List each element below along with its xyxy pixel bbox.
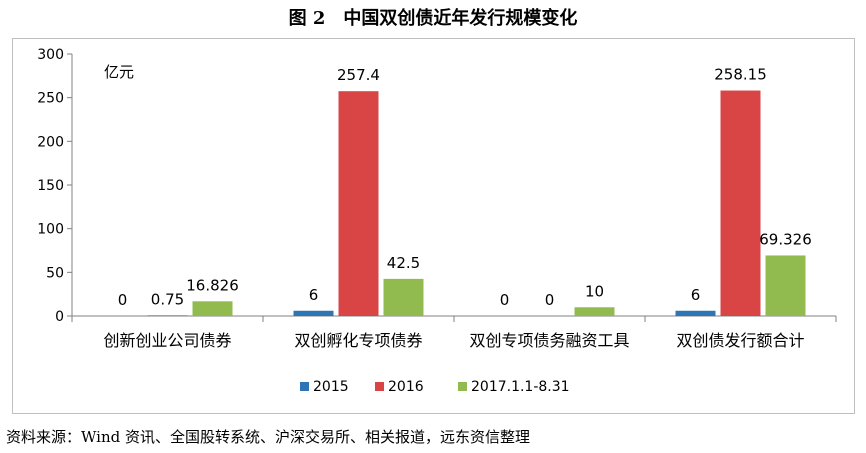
- data-label: 0.75: [151, 290, 184, 308]
- legend-swatch: [458, 382, 467, 391]
- category-label: 双创孵化专项债券: [294, 331, 422, 350]
- chart-title: 图 2 中国双创债近年发行规模变化: [288, 8, 578, 29]
- legend-swatch: [375, 382, 384, 391]
- source-note: 资料来源：Wind 资讯、全国股转系统、沪深交易所、相关报道，远东资信整理: [6, 428, 530, 446]
- bar: [765, 255, 806, 316]
- bar: [675, 310, 716, 316]
- data-label: 0: [545, 291, 555, 309]
- bar: [192, 301, 233, 316]
- data-label: 42.5: [387, 254, 420, 272]
- y-tick-label: 250: [37, 91, 64, 107]
- legend-label: 2017.1.1-8.31: [471, 379, 570, 395]
- legend-swatch: [300, 382, 309, 391]
- bar: [574, 307, 615, 316]
- data-label: 258.15: [714, 66, 767, 84]
- category-label: 双创债发行额合计: [676, 331, 804, 350]
- y-tick-label: 300: [37, 47, 64, 63]
- data-label: 0: [500, 291, 510, 309]
- y-tick-label: 50: [46, 265, 64, 281]
- bar: [720, 90, 761, 316]
- data-label: 6: [691, 286, 701, 304]
- data-label: 0: [118, 291, 128, 309]
- category-label: 双创专项债务融资工具: [469, 331, 629, 350]
- category-label: 创新创业公司债券: [103, 331, 231, 350]
- data-label: 6: [309, 286, 319, 304]
- bar: [147, 315, 188, 316]
- bar-chart: 0 50 100 150 200 250 300 0 6 0 6 0.75 257.4 0 258.15 1…: [37, 47, 837, 395]
- unit-label: 亿元: [104, 63, 134, 81]
- data-label: 16.826: [186, 276, 239, 294]
- y-tick-label: 100: [37, 222, 64, 238]
- y-tick-label: 0: [55, 309, 64, 325]
- y-tick-label: 200: [37, 134, 64, 150]
- legend-label: 2015: [313, 379, 349, 395]
- data-label: 69.326: [759, 230, 812, 248]
- data-label: 257.4: [337, 66, 380, 84]
- data-label: 10: [585, 282, 604, 300]
- legend-label: 2016: [388, 379, 424, 395]
- bar: [338, 91, 379, 316]
- chart-frame: [12, 38, 855, 414]
- y-tick-label: 150: [37, 178, 64, 194]
- bar: [293, 310, 334, 316]
- bar: [383, 278, 424, 316]
